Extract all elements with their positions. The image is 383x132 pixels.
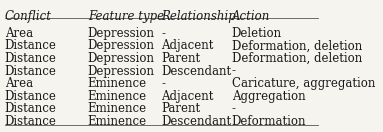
Text: Distance: Distance bbox=[5, 39, 56, 53]
Text: Feature type: Feature type bbox=[88, 10, 164, 23]
Text: Descendant: Descendant bbox=[161, 115, 231, 128]
Text: Caricature, aggregation: Caricature, aggregation bbox=[232, 77, 375, 90]
Text: Deletion: Deletion bbox=[232, 27, 282, 40]
Text: Deformation: Deformation bbox=[232, 115, 306, 128]
Text: -: - bbox=[232, 102, 236, 115]
Text: Depression: Depression bbox=[88, 39, 155, 53]
Text: Adjacent: Adjacent bbox=[161, 39, 214, 53]
Text: Eminence: Eminence bbox=[88, 115, 147, 128]
Text: Aggregation: Aggregation bbox=[232, 90, 305, 103]
Text: Distance: Distance bbox=[5, 65, 56, 77]
Text: Distance: Distance bbox=[5, 90, 56, 103]
Text: -: - bbox=[161, 77, 165, 90]
Text: Deformation, deletion: Deformation, deletion bbox=[232, 52, 362, 65]
Text: Depression: Depression bbox=[88, 65, 155, 77]
Text: Depression: Depression bbox=[88, 52, 155, 65]
Text: Adjacent: Adjacent bbox=[161, 90, 214, 103]
Text: Conflict: Conflict bbox=[5, 10, 52, 23]
Text: Deformation, deletion: Deformation, deletion bbox=[232, 39, 362, 53]
Text: Area: Area bbox=[5, 77, 33, 90]
Text: Relationship: Relationship bbox=[161, 10, 236, 23]
Text: Parent: Parent bbox=[161, 52, 200, 65]
Text: Eminence: Eminence bbox=[88, 102, 147, 115]
Text: Area: Area bbox=[5, 27, 33, 40]
Text: Distance: Distance bbox=[5, 102, 56, 115]
Text: Distance: Distance bbox=[5, 52, 56, 65]
Text: Eminence: Eminence bbox=[88, 90, 147, 103]
Text: -: - bbox=[161, 27, 165, 40]
Text: Eminence: Eminence bbox=[88, 77, 147, 90]
Text: Depression: Depression bbox=[88, 27, 155, 40]
Text: Descendant: Descendant bbox=[161, 65, 231, 77]
Text: -: - bbox=[232, 65, 236, 77]
Text: Action: Action bbox=[232, 10, 270, 23]
Text: Distance: Distance bbox=[5, 115, 56, 128]
Text: Parent: Parent bbox=[161, 102, 200, 115]
